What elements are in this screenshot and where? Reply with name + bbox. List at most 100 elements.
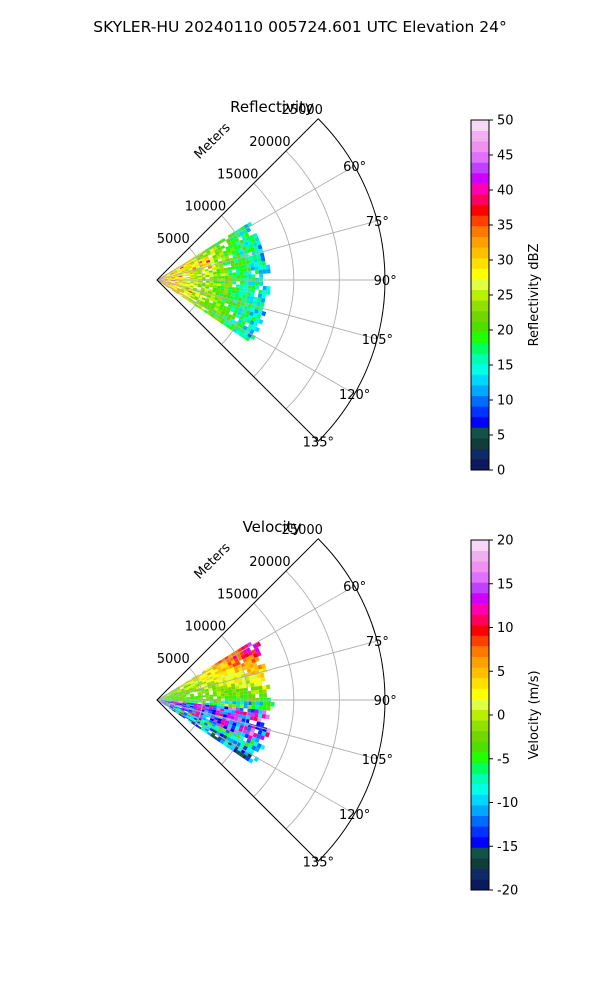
radar-gate xyxy=(196,288,201,292)
radar-gate xyxy=(222,725,228,730)
radar-gate xyxy=(182,693,187,696)
radar-gate xyxy=(182,700,187,702)
radar-gate xyxy=(210,305,215,310)
radar-gate xyxy=(200,727,205,732)
radar-gate xyxy=(249,259,254,264)
radar-gate xyxy=(205,284,210,287)
radar-gate xyxy=(178,275,183,278)
colorbar-swatch xyxy=(471,226,489,237)
radar-gate xyxy=(187,299,192,303)
radar-gate xyxy=(216,737,222,743)
radar-gate xyxy=(167,278,172,280)
radar-gate xyxy=(171,698,176,700)
radar-gate xyxy=(177,691,182,694)
radar-gate xyxy=(220,281,225,284)
radar-gate xyxy=(229,667,235,672)
radar-gate xyxy=(224,695,229,699)
radar-gate xyxy=(232,281,237,285)
radar-gate xyxy=(178,278,183,280)
radar-gate xyxy=(163,278,168,280)
radar-gate xyxy=(188,686,193,690)
radar-gate xyxy=(230,742,236,748)
radar-gate xyxy=(232,722,237,727)
radar-gate xyxy=(246,306,252,312)
radar-gate xyxy=(188,688,193,691)
radar-gate xyxy=(213,679,219,683)
radar-gate xyxy=(162,282,167,285)
radar-gate xyxy=(252,312,258,318)
radar-gate xyxy=(163,278,168,280)
radar-gate xyxy=(242,294,247,299)
colorbar-swatch xyxy=(471,614,489,626)
radar-gate xyxy=(216,287,221,291)
radar-gate xyxy=(217,246,222,251)
radar-gate xyxy=(215,264,220,268)
radar-gate xyxy=(252,732,258,738)
radar-gate xyxy=(167,700,172,702)
radar-gate xyxy=(174,697,179,699)
radar-gate xyxy=(209,700,214,704)
radar-gate xyxy=(174,703,179,705)
radar-gate xyxy=(251,325,257,331)
radar-gate xyxy=(208,288,213,292)
radar-gate xyxy=(214,716,219,721)
colorbar-swatch xyxy=(471,571,489,583)
radar-gate xyxy=(213,703,218,706)
radar-gate xyxy=(171,276,175,279)
radar-gate xyxy=(211,311,216,316)
radar-gate xyxy=(169,706,174,709)
radar-gate xyxy=(235,313,241,319)
colorbar-swatch xyxy=(471,741,489,753)
radar-gate xyxy=(177,286,182,289)
radar-gate xyxy=(205,250,211,254)
radar-gate xyxy=(163,701,168,703)
radar-gate xyxy=(225,665,230,671)
radar-gate xyxy=(256,301,261,307)
radar-gate xyxy=(254,709,259,714)
colorbar-swatch xyxy=(471,448,489,460)
radar-gate xyxy=(254,656,260,662)
radar-gate xyxy=(222,741,228,747)
radar-gate xyxy=(240,654,246,660)
radar-gate xyxy=(254,236,260,242)
radar-gate xyxy=(170,276,175,278)
radar-gate xyxy=(220,273,225,277)
radar-gate xyxy=(177,689,182,693)
radar-gate xyxy=(167,697,172,699)
radar-gate xyxy=(179,265,184,269)
colorbar-swatch xyxy=(471,162,489,174)
radar-gate xyxy=(232,312,238,318)
radar-gate xyxy=(225,658,231,664)
radar-gate xyxy=(170,704,175,706)
radar-gate xyxy=(255,641,262,648)
radar-gate xyxy=(166,703,171,706)
radar-gate xyxy=(244,241,249,247)
radar-gate xyxy=(173,706,178,709)
radar-gate xyxy=(235,749,241,756)
radar-gate xyxy=(170,693,175,696)
radar-gate xyxy=(186,294,191,298)
radar-gate xyxy=(191,713,196,717)
radar-gate xyxy=(167,276,172,279)
radar-gate xyxy=(217,298,223,302)
radar-gate xyxy=(234,668,240,674)
radar-gate xyxy=(169,692,174,695)
radar-gate xyxy=(209,696,214,699)
radar-gate xyxy=(211,672,216,677)
radar-gate xyxy=(207,723,212,728)
radar-gate xyxy=(244,652,250,658)
radar-gate xyxy=(266,268,271,274)
radar-gate xyxy=(228,286,233,290)
radar-gate xyxy=(242,260,247,265)
radar-gate xyxy=(250,292,255,297)
radar-gate xyxy=(213,315,218,321)
colorbar-swatch xyxy=(471,236,489,248)
radar-gate xyxy=(189,284,194,287)
radar-gate xyxy=(219,710,224,715)
radar-gate xyxy=(235,271,241,276)
radar-gate xyxy=(213,668,219,673)
colorbar-swatch xyxy=(471,194,489,206)
radar-gate xyxy=(205,718,210,723)
radar-gate xyxy=(190,703,195,705)
radar-gate xyxy=(209,717,215,722)
